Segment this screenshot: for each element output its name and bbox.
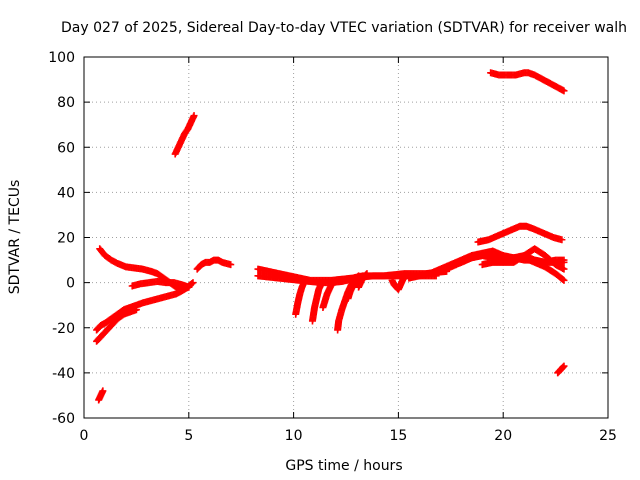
x-tick-label: 25 [599,428,617,444]
data-point [560,362,568,370]
y-axis-label: SDTVAR / TECUs [7,180,23,295]
x-tick-label: 5 [184,428,193,444]
data-point [560,276,568,284]
data-points [93,69,568,404]
y-tick-label: -40 [52,366,75,382]
y-tick-label: 20 [57,231,75,247]
y-tick-label: 80 [57,95,75,111]
data-point [363,270,371,278]
x-tick-label: 0 [80,428,89,444]
data-point [559,276,567,284]
data-point [189,279,197,287]
data-point [319,279,327,287]
y-tick-label: -20 [52,321,75,337]
y-tick-label: 60 [57,140,75,156]
tick-labels: 0 5 10 15 20 25 -60 -40 -20 0 20 40 60 80 100 [48,50,617,444]
data-point [185,283,193,291]
data-point [558,236,566,244]
axis-ticks [83,56,609,419]
y-tick-label: -60 [52,411,75,427]
data-point [329,279,337,287]
x-tick-label: 20 [494,428,512,444]
data-point [560,265,568,273]
data-point [190,112,198,120]
y-tick-label: 0 [66,276,75,292]
y-tick-label: 40 [57,185,75,201]
data-point [302,276,310,284]
data-point [401,272,409,280]
data-point [560,256,568,264]
chart-title: Day 027 of 2025, Sidereal Day-to-day VTE… [61,20,627,36]
data-point [99,387,107,395]
data-point [227,261,235,269]
data-point [560,87,568,95]
grid-lines [84,57,608,418]
x-axis-label: GPS time / hours [285,458,402,474]
x-tick-label: 15 [389,428,407,444]
y-tick-label: 100 [48,50,75,66]
data-point [188,279,196,287]
x-tick-label: 10 [285,428,303,444]
